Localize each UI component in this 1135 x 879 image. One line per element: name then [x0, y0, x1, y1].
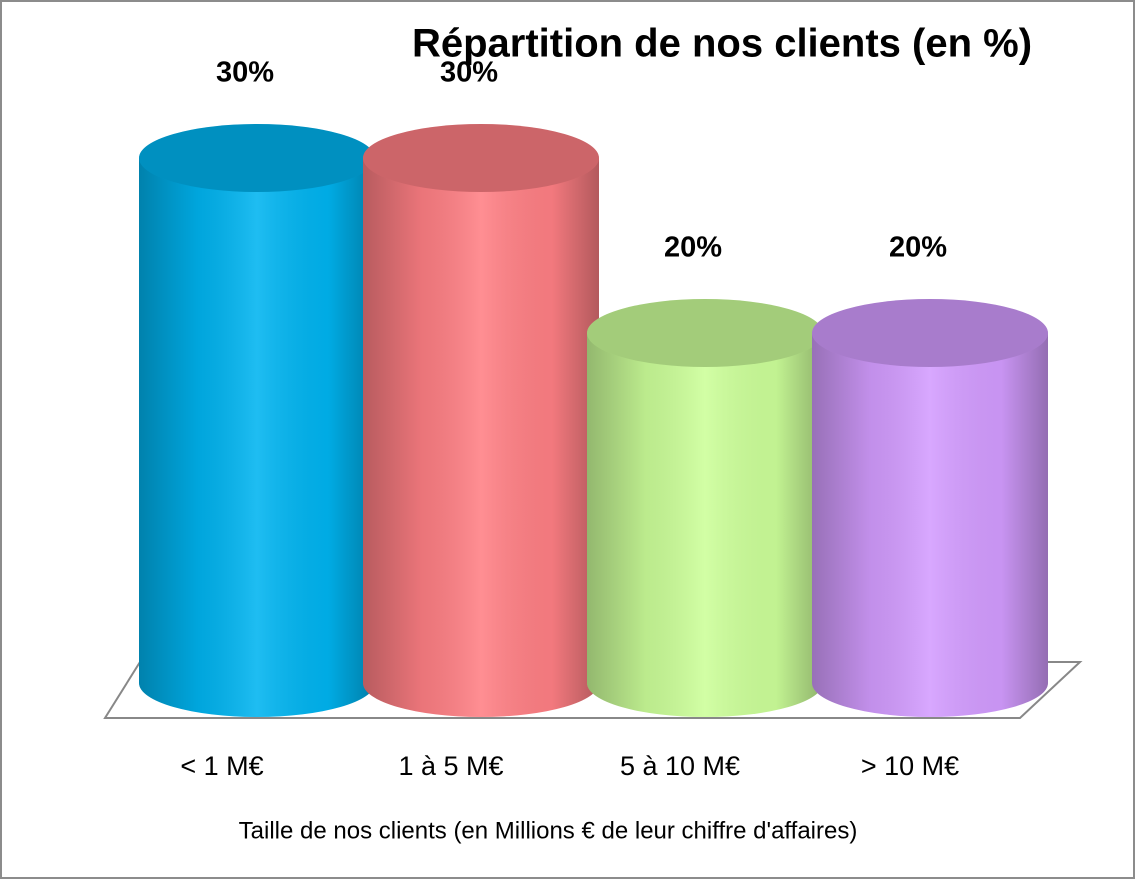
- cylinder-shading: [587, 333, 823, 717]
- value-label: 20%: [889, 232, 947, 264]
- cylinder-top-shade: [587, 299, 823, 367]
- x-tick-label: 5 à 10 M€: [620, 751, 740, 781]
- cylinder-top-shade: [139, 124, 375, 192]
- x-tick-label: < 1 M€: [180, 751, 263, 781]
- value-label: 20%: [664, 232, 722, 264]
- value-label: 30%: [440, 57, 498, 89]
- x-tick-label: > 10 M€: [861, 751, 959, 781]
- cylinder-shading: [363, 158, 599, 717]
- cylinder-shading: [812, 333, 1048, 717]
- x-axis-title: Taille de nos clients (en Millions € de …: [239, 817, 858, 844]
- cylinder-shading: [139, 158, 375, 717]
- chart-title: Répartition de nos clients (en %): [412, 22, 1032, 66]
- value-label: 30%: [216, 57, 274, 89]
- cylinder-top: [812, 299, 1048, 367]
- x-tick-label: 1 à 5 M€: [398, 751, 503, 781]
- cylinder-top: [587, 299, 823, 367]
- cylinder-top: [139, 124, 375, 192]
- cylinder-top-shade: [812, 299, 1048, 367]
- cylinder-top-shade: [363, 124, 599, 192]
- cylinder-top: [363, 124, 599, 192]
